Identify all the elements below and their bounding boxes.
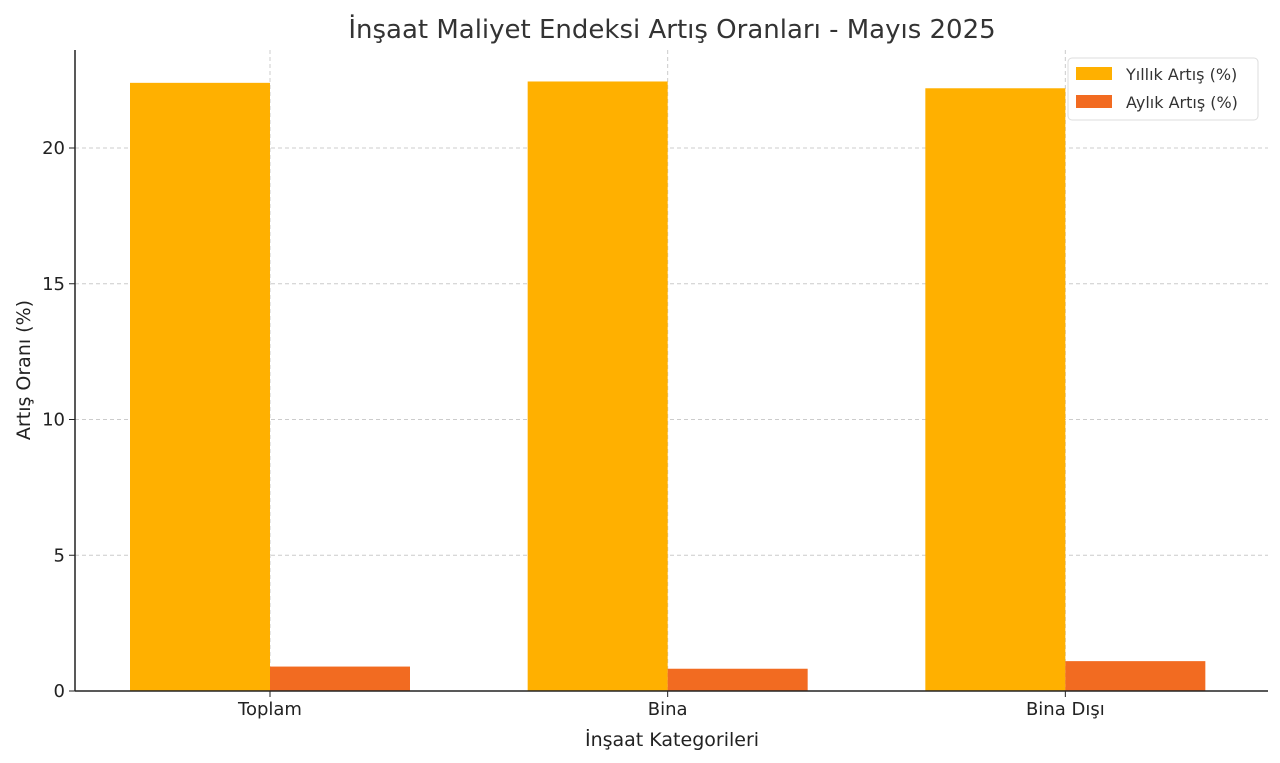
bar-aylik-2	[1065, 661, 1206, 691]
bar-aylik-0	[270, 666, 410, 691]
legend: Yıllık Artış (%) Aylık Artış (%)	[1067, 57, 1259, 121]
bar-yillik-0	[130, 82, 270, 692]
y-tick-label: 15	[42, 274, 65, 295]
y-tick-label: 5	[54, 545, 65, 566]
bar-aylik-1	[667, 668, 808, 691]
legend-swatch-yillik	[1076, 67, 1112, 80]
y-ticks: 0 5 10 15 20	[42, 138, 75, 702]
legend-label-aylik: Aylık Artış (%)	[1126, 93, 1238, 112]
y-axis-label: Artış Oranı (%)	[13, 300, 35, 440]
legend-box	[1067, 57, 1259, 121]
y-tick-label: 10	[42, 410, 65, 431]
chart-title: İnşaat Maliyet Endeksi Artış Oranları - …	[348, 13, 995, 45]
y-tick-label: 0	[54, 681, 65, 702]
legend-swatch-aylik	[1076, 95, 1112, 108]
y-tick-label: 20	[42, 138, 65, 159]
bars-layer	[130, 81, 1206, 692]
x-ticks: Toplam Bina Bina Dışı	[237, 691, 1105, 720]
x-tick-label: Toplam	[237, 699, 302, 720]
bar-yillik-2	[925, 88, 1066, 691]
x-axis-label: İnşaat Kategorileri	[585, 728, 759, 751]
bar-yillik-1	[527, 81, 668, 692]
x-tick-label: Bina Dışı	[1026, 699, 1105, 720]
legend-label-yillik: Yıllık Artış (%)	[1125, 65, 1237, 84]
x-tick-label: Bina	[648, 699, 688, 720]
